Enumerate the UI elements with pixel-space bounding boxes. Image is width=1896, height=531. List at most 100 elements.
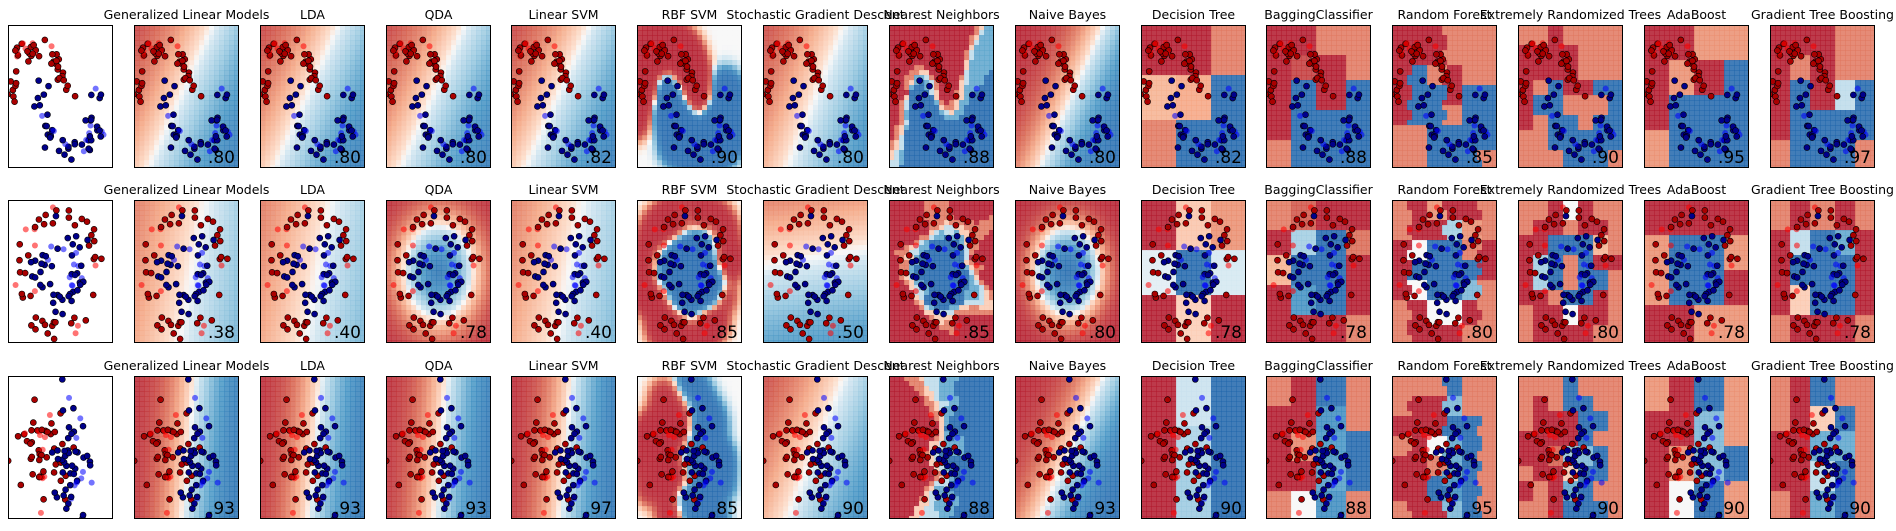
point-class-a bbox=[1177, 330, 1185, 337]
decision-surface bbox=[889, 25, 994, 168]
point-class-a bbox=[1524, 432, 1532, 440]
point-class-a bbox=[929, 60, 936, 67]
point-class-b bbox=[157, 103, 164, 110]
point-class-b bbox=[318, 274, 325, 281]
point-class-b bbox=[1470, 462, 1478, 469]
point-class-b bbox=[1210, 415, 1217, 422]
point-class-b bbox=[332, 148, 339, 155]
point-class-a bbox=[1383, 114, 1389, 120]
point-class-b bbox=[83, 452, 91, 460]
point-class-b bbox=[1179, 280, 1187, 288]
point-class-a bbox=[281, 471, 288, 478]
point-class-a bbox=[1475, 253, 1483, 261]
point-class-b bbox=[1072, 292, 1079, 300]
point-class-b bbox=[1199, 481, 1207, 489]
point-class-a bbox=[909, 453, 917, 461]
point-class-a bbox=[1406, 226, 1413, 233]
point-class-b bbox=[567, 234, 575, 242]
point-class-b bbox=[413, 77, 420, 84]
point-class-a bbox=[542, 475, 549, 482]
point-class-a bbox=[98, 255, 105, 263]
point-class-a bbox=[1522, 68, 1530, 75]
point-class-a bbox=[1774, 68, 1782, 75]
point-class-a bbox=[1164, 288, 1171, 295]
point-class-a bbox=[533, 41, 540, 49]
point-class-a bbox=[443, 214, 451, 221]
point-class-a bbox=[912, 223, 920, 231]
point-class-a bbox=[1408, 252, 1416, 259]
point-class-a bbox=[292, 468, 299, 475]
panel-frame bbox=[511, 25, 616, 168]
point-class-b bbox=[1446, 486, 1453, 494]
point-class-a bbox=[1535, 58, 1542, 65]
point-class-a bbox=[1667, 288, 1674, 295]
point-class-a bbox=[1552, 211, 1559, 219]
point-class-a bbox=[1574, 82, 1582, 90]
panel-title: RBF SVM bbox=[662, 182, 718, 197]
point-class-a bbox=[791, 456, 798, 464]
point-class-a bbox=[971, 226, 979, 233]
point-class-b bbox=[320, 430, 327, 438]
point-class-a bbox=[1221, 231, 1228, 239]
point-class-b bbox=[41, 144, 49, 151]
point-class-a bbox=[727, 255, 734, 263]
point-class-b bbox=[294, 252, 302, 260]
point-class-a bbox=[413, 52, 421, 60]
point-class-b bbox=[48, 449, 56, 456]
point-class-a bbox=[420, 211, 427, 219]
point-class-b bbox=[1318, 492, 1325, 499]
point-class-b bbox=[96, 127, 103, 134]
point-class-a bbox=[431, 207, 438, 214]
point-class-b bbox=[977, 127, 984, 134]
point-class-a bbox=[1288, 419, 1295, 426]
point-class-a bbox=[899, 290, 907, 298]
point-class-a bbox=[1511, 79, 1517, 85]
point-class-a bbox=[1672, 456, 1679, 464]
point-class-b bbox=[1319, 151, 1326, 158]
point-class-a bbox=[319, 319, 327, 327]
point-class-b bbox=[1827, 292, 1834, 300]
point-class-b bbox=[191, 292, 198, 300]
point-class-a bbox=[970, 291, 978, 299]
point-class-b bbox=[582, 422, 590, 430]
point-class-b bbox=[1442, 376, 1450, 383]
scatter-points bbox=[134, 376, 221, 519]
point-class-b bbox=[1830, 297, 1837, 305]
point-class-b bbox=[697, 156, 704, 163]
point-class-a bbox=[1776, 432, 1784, 440]
point-class-a bbox=[521, 290, 529, 298]
point-class-b bbox=[1444, 492, 1451, 499]
point-class-a bbox=[694, 207, 702, 214]
scatter-points bbox=[264, 204, 357, 343]
point-class-a bbox=[1056, 220, 1064, 227]
point-class-b bbox=[933, 212, 941, 220]
point-class-b bbox=[1087, 148, 1094, 155]
point-class-a bbox=[1323, 207, 1331, 214]
point-class-b bbox=[557, 455, 565, 463]
point-class-a bbox=[1181, 420, 1188, 427]
point-class-b bbox=[1075, 282, 1082, 289]
point-class-a bbox=[1763, 79, 1769, 85]
point-class-a bbox=[1270, 282, 1277, 289]
decision-surface bbox=[1015, 25, 1120, 168]
point-class-b bbox=[1469, 145, 1476, 152]
point-class-a bbox=[1403, 40, 1410, 47]
point-class-b bbox=[1344, 462, 1352, 469]
point-class-a bbox=[1385, 79, 1391, 85]
point-class-b bbox=[822, 493, 830, 501]
point-class-b bbox=[1681, 82, 1688, 90]
point-class-a bbox=[1428, 330, 1436, 337]
point-class-a bbox=[179, 57, 186, 65]
point-class-b bbox=[1830, 430, 1837, 438]
point-class-b bbox=[1733, 91, 1741, 98]
point-class-a bbox=[783, 322, 790, 329]
panel-frame bbox=[511, 376, 616, 519]
point-class-b bbox=[1702, 394, 1709, 401]
point-class-b bbox=[182, 293, 190, 300]
point-class-a bbox=[921, 496, 928, 503]
point-class-b bbox=[325, 249, 332, 256]
point-class-a bbox=[1833, 92, 1841, 100]
point-class-b bbox=[1537, 258, 1545, 266]
panel-frame bbox=[1141, 200, 1246, 343]
point-class-a bbox=[424, 411, 431, 418]
